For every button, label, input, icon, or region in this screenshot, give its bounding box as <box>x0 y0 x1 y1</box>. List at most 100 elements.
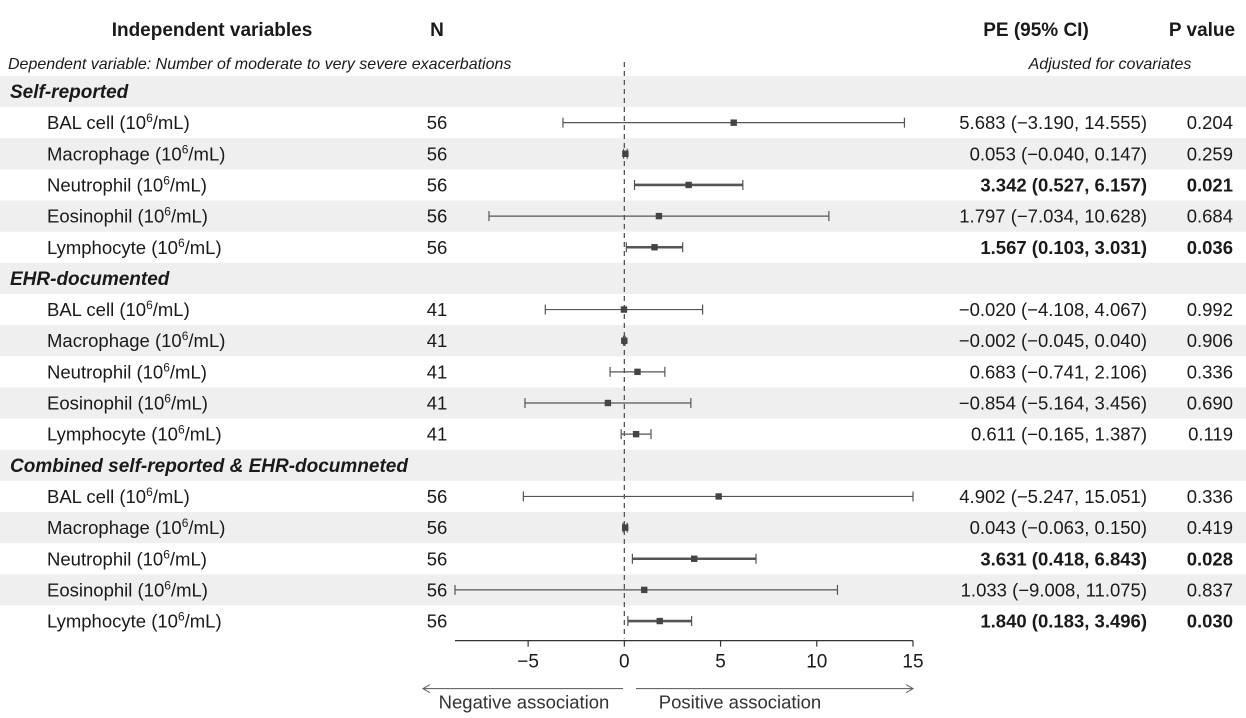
point-estimate <box>634 368 641 376</box>
p-value: 0.336 <box>1187 486 1233 507</box>
p-value: 0.036 <box>1187 237 1233 258</box>
header-pe: PE (95% CI) <box>983 20 1089 41</box>
pe-ci-value: 4.902 (−5.247, 15.051) <box>959 486 1147 507</box>
n-value: 56 <box>427 174 448 195</box>
variable-label: BAL cell (106/mL) <box>47 111 190 133</box>
table-rows: Self-reported BAL cell (106/mL) 56 5.683 (−… <box>10 82 1233 632</box>
point-estimate <box>656 617 663 625</box>
variable-label: Eosinophil (106/mL) <box>47 392 208 414</box>
variable-label: Neutrophil (106/mL) <box>47 173 207 195</box>
n-value: 56 <box>427 237 448 258</box>
negative-association-label: Negative association <box>439 692 610 713</box>
point-estimate <box>730 119 737 126</box>
group-label: EHR-documented <box>10 269 170 290</box>
point-estimate <box>655 212 663 220</box>
pe-ci-value: −0.002 (−0.045, 0.040) <box>959 330 1147 351</box>
x-tick-label: −5 <box>517 652 539 673</box>
x-tick-label: 0 <box>619 652 630 673</box>
point-estimate <box>604 399 612 407</box>
header-p-value: P value <box>1169 20 1235 41</box>
x-tick-label: 5 <box>715 652 726 673</box>
point-estimate <box>715 493 722 500</box>
positive-arrowhead <box>905 684 915 694</box>
pe-ci-value: 0.611 (−0.165, 1.387) <box>971 424 1147 445</box>
variable-label: Neutrophil (106/mL) <box>47 360 207 382</box>
pe-ci-value: 1.797 (−7.034, 10.628) <box>959 206 1147 227</box>
adjusted-note: Adjusted for covariates <box>1028 56 1192 73</box>
point-estimate <box>641 586 648 594</box>
variable-label: Macrophage (106/mL) <box>47 142 225 164</box>
p-value: 0.259 <box>1187 143 1233 164</box>
variable-label: Lymphocyte (106/mL) <box>47 236 222 258</box>
n-value: 56 <box>427 486 448 507</box>
p-value: 0.690 <box>1187 393 1233 414</box>
x-tick-label: 10 <box>806 652 827 673</box>
n-value: 56 <box>427 206 448 227</box>
p-value: 0.204 <box>1187 112 1233 133</box>
n-value: 41 <box>427 299 448 320</box>
pe-ci-value: 0.683 (−0.741, 2.106) <box>970 361 1147 382</box>
header-variables: Independent variables <box>112 20 313 41</box>
variable-label: Eosinophil (106/mL) <box>47 205 208 227</box>
point-estimate <box>621 337 628 344</box>
pe-ci-value: −0.854 (−5.164, 3.456) <box>959 393 1147 414</box>
point-estimate <box>620 306 628 313</box>
n-value: 56 <box>427 611 448 632</box>
pe-ci-value: 0.043 (−0.063, 0.150) <box>970 517 1147 538</box>
p-value: 0.906 <box>1187 330 1233 351</box>
header-n: N <box>430 20 444 41</box>
variable-label: Macrophage (106/mL) <box>47 329 225 351</box>
row-band <box>0 75 1246 108</box>
positive-association-label: Positive association <box>659 692 821 713</box>
p-value: 0.119 <box>1188 424 1233 445</box>
x-tick-label: 15 <box>902 652 923 673</box>
negative-arrowhead <box>421 684 431 694</box>
group-label: Self-reported <box>10 82 129 103</box>
n-value: 41 <box>427 393 448 414</box>
pe-ci-value: 1.840 (0.183, 3.496) <box>980 611 1147 632</box>
ci-marks <box>454 117 914 627</box>
row-band <box>0 449 1246 481</box>
p-value: 0.837 <box>1187 579 1233 600</box>
point-estimate <box>632 430 640 438</box>
p-value: 0.028 <box>1187 548 1233 569</box>
n-value: 56 <box>427 579 448 600</box>
n-value: 56 <box>427 112 448 133</box>
pe-ci-value: 0.053 (−0.040, 0.147) <box>970 143 1147 164</box>
p-value: 0.992 <box>1187 299 1233 320</box>
p-value: 0.419 <box>1187 517 1233 538</box>
point-estimate <box>621 524 629 531</box>
n-value: 41 <box>427 361 448 382</box>
variable-label: Lymphocyte (106/mL) <box>47 610 222 632</box>
association-arrows: Negative association Positive association <box>421 684 915 713</box>
p-value: 0.030 <box>1187 611 1233 632</box>
pe-ci-value: 5.683 (−3.190, 14.555) <box>959 112 1147 133</box>
point-estimate <box>685 181 692 189</box>
x-axis: −5 0 5 10 15 <box>455 640 924 673</box>
variable-label: Lymphocyte (106/mL) <box>47 423 222 445</box>
n-value: 56 <box>427 548 448 569</box>
variable-label: Eosinophil (106/mL) <box>47 578 208 600</box>
variable-label: BAL cell (106/mL) <box>47 485 190 507</box>
pe-ci-value: −0.020 (−4.108, 4.067) <box>959 299 1147 320</box>
group-label: Combined self-reported & EHR-documneted <box>10 456 408 477</box>
row-band <box>0 262 1246 294</box>
n-value: 41 <box>427 330 448 351</box>
point-estimate <box>622 150 629 157</box>
p-value: 0.021 <box>1187 174 1233 195</box>
variable-label: Macrophage (106/mL) <box>47 516 225 538</box>
pe-ci-value: 1.033 (−9.008, 11.075) <box>961 579 1147 600</box>
pe-ci-value: 3.631 (0.418, 6.843) <box>980 548 1147 569</box>
n-value: 56 <box>427 143 448 164</box>
p-value: 0.684 <box>1187 206 1233 227</box>
pe-ci-value: 3.342 (0.527, 6.157) <box>980 174 1147 195</box>
pe-ci-value: 1.567 (0.103, 3.031) <box>980 237 1147 258</box>
point-estimate <box>691 555 698 562</box>
variable-label: Neutrophil (106/mL) <box>47 547 207 569</box>
p-value: 0.336 <box>1187 361 1233 382</box>
point-estimate <box>651 244 658 251</box>
n-value: 41 <box>427 424 448 445</box>
dependent-variable-note: Dependent variable: Number of moderate t… <box>8 56 511 73</box>
variable-label: BAL cell (106/mL) <box>47 298 190 320</box>
